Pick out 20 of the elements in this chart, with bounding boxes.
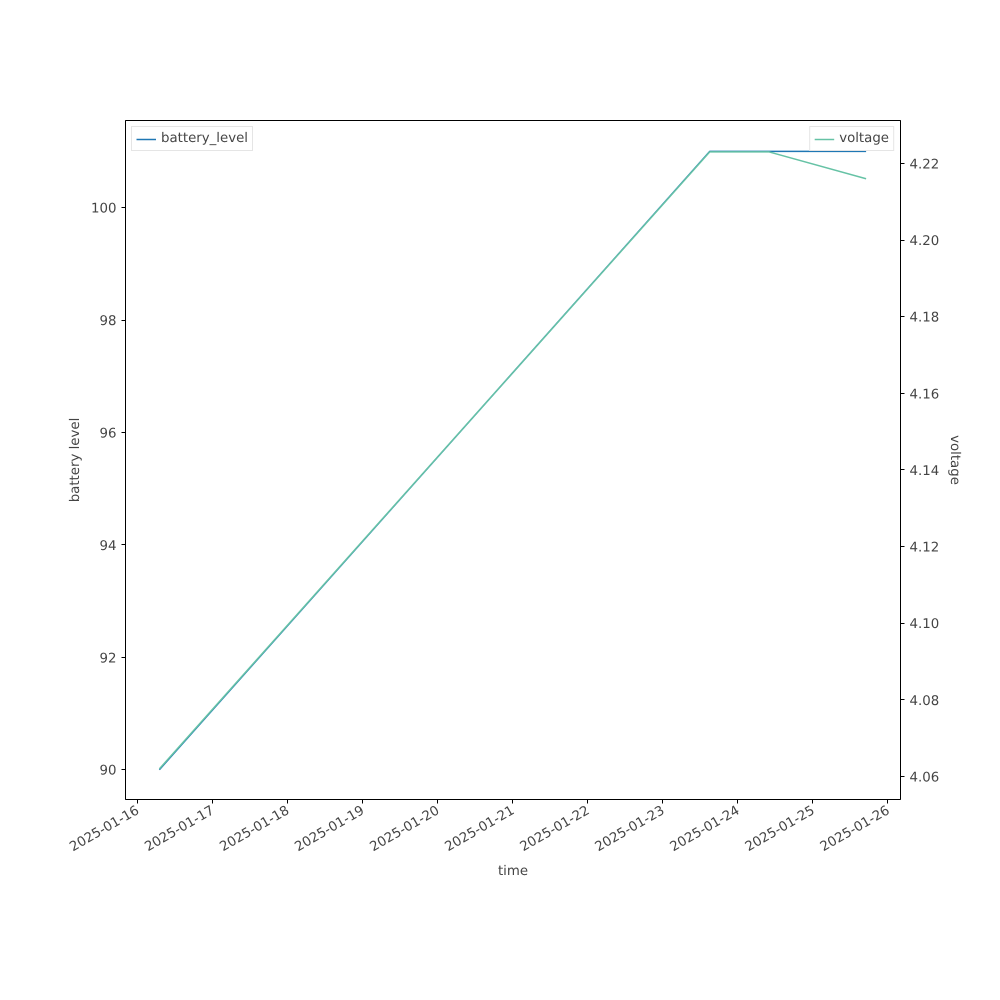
y-axis-title: battery level	[68, 418, 84, 502]
y-tick-label: 90	[100, 764, 117, 779]
y2-tick-label: 4.08	[910, 694, 940, 709]
y-tick-label: 98	[100, 314, 117, 330]
y2-tick-label: 4.16	[910, 387, 940, 402]
y-tick-label: 96	[100, 426, 117, 442]
y2-tick-label: 4.12	[910, 540, 940, 556]
y2-tick-label: 4.06	[910, 770, 940, 786]
y2-tick-label: 4.14	[910, 464, 940, 479]
y2-axis-title: voltage	[947, 435, 962, 485]
y-tick-label: 92	[100, 651, 117, 666]
x-axis-title: time	[498, 864, 528, 879]
legend-label: voltage	[839, 131, 889, 146]
y2-tick-label: 4.20	[910, 234, 940, 250]
legend-label: battery_level	[161, 131, 248, 146]
y2-tick-label: 4.10	[910, 617, 940, 632]
y-tick-label: 94	[100, 538, 117, 554]
y2-tick-label: 4.18	[910, 310, 940, 326]
y-tick-label: 100	[91, 202, 117, 217]
y2-tick-label: 4.22	[910, 157, 940, 172]
